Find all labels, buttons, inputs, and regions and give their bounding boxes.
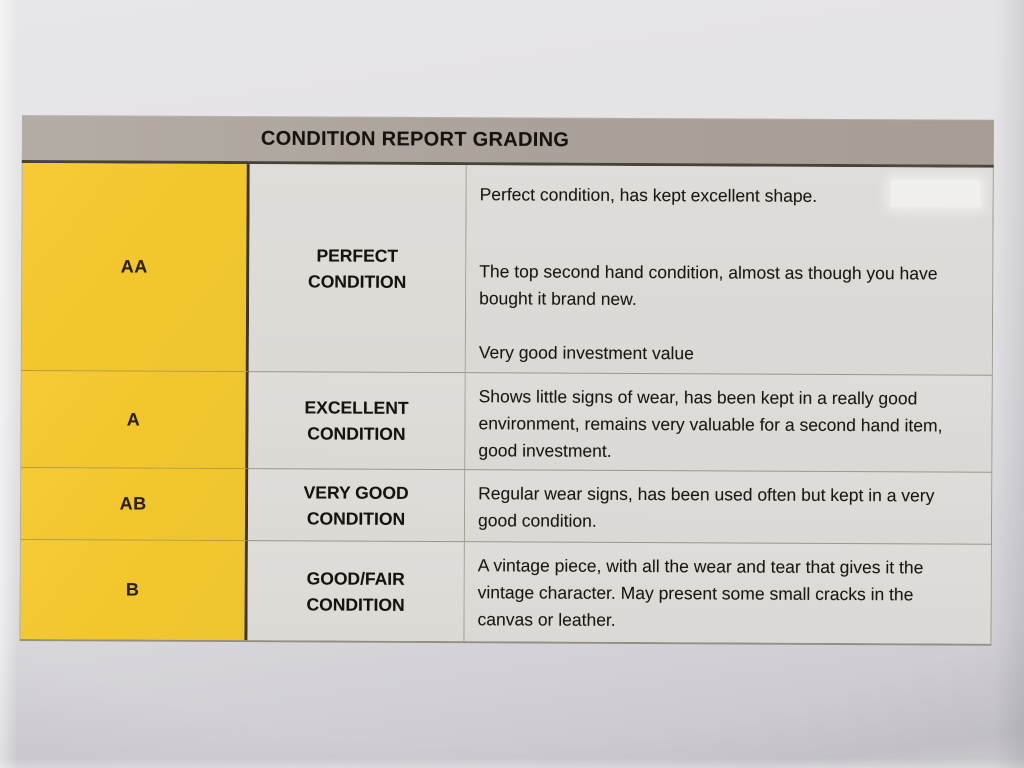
condition-description-a: Shows little signs of wear, has been kep… bbox=[465, 372, 992, 472]
label-line: GOOD/FAIR bbox=[306, 567, 405, 589]
grade-cell-b: B bbox=[20, 538, 248, 641]
grade-text-ab: AB bbox=[119, 493, 147, 514]
condition-description-ab: Regular wear signs, has been used often … bbox=[464, 469, 992, 544]
label-line: PERFECT bbox=[316, 244, 399, 266]
description-paragraph: Shows little signs of wear, has been kep… bbox=[478, 386, 943, 461]
condition-label-a: EXCELLENT CONDITION bbox=[248, 371, 466, 470]
label-line: CONDITION bbox=[306, 507, 406, 529]
description-paragraph: A vintage piece, with all the wear and t… bbox=[477, 555, 924, 630]
description-paragraph: Perfect condition, has kept excellent sh… bbox=[479, 184, 818, 206]
condition-label-ab: VERY GOOD CONDITION bbox=[247, 468, 466, 542]
condition-description-b: A vintage piece, with all the wear and t… bbox=[464, 541, 991, 644]
description-paragraph: Regular wear signs, has been used often … bbox=[477, 483, 935, 531]
description-paragraph: The top second hand condition, almost as… bbox=[479, 261, 938, 310]
condition-grading-table: CONDITION REPORT GRADING AA PERFECT COND… bbox=[19, 115, 994, 646]
label-line: EXCELLENT bbox=[304, 397, 409, 418]
label-line: CONDITION bbox=[308, 270, 407, 292]
grade-text-a: A bbox=[126, 409, 141, 430]
description-paragraph: Very good investment value bbox=[478, 342, 694, 364]
grade-cell-a: A bbox=[21, 370, 249, 469]
condition-label-aa: PERFECT CONDITION bbox=[248, 164, 467, 373]
grade-cell-ab: AB bbox=[20, 467, 249, 541]
grade-text-aa: AA bbox=[120, 256, 148, 277]
table-body: AA PERFECT CONDITION Perfect condition, … bbox=[19, 162, 994, 646]
label-line: VERY GOOD bbox=[303, 481, 409, 503]
grade-text-b: B bbox=[125, 579, 140, 600]
table-header-bar: CONDITION REPORT GRADING bbox=[21, 115, 994, 168]
label-line: CONDITION bbox=[306, 593, 405, 615]
label-line: CONDITION bbox=[307, 423, 406, 444]
condition-label-b: GOOD/FAIR CONDITION bbox=[247, 540, 465, 642]
grade-cell-aa: AA bbox=[21, 163, 250, 372]
table-title: CONDITION REPORT GRADING bbox=[260, 127, 570, 151]
condition-description-aa: Perfect condition, has kept excellent sh… bbox=[465, 165, 993, 375]
